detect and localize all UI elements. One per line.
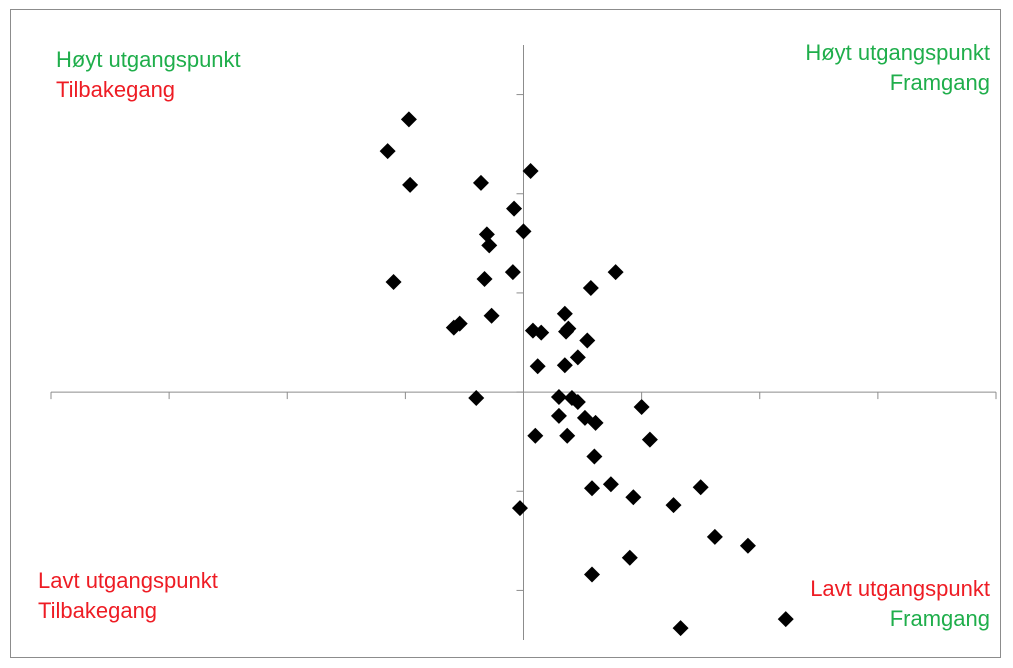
bottom-right-line1: Lavt utgangspunkt [810,576,990,601]
data-point [587,414,604,431]
quadrant-label-top-right: Høyt utgangspunkt Framgang [805,38,990,98]
data-point [533,324,550,341]
data-point [556,357,573,374]
data-point [400,111,417,128]
data-point [625,489,642,506]
data-point [584,480,601,497]
data-point [506,200,523,217]
data-point [584,566,601,583]
data-point [550,407,567,424]
quadrant-label-bottom-left: Lavt utgangspunkt Tilbakegang [38,566,218,626]
data-point [504,264,521,281]
data-point [379,143,396,160]
bottom-left-line2: Tilbakegang [38,598,158,623]
data-point [385,274,402,291]
data-point [777,611,794,628]
data-points [379,111,794,637]
data-point [569,394,586,410]
data-point [483,307,500,324]
top-left-line2: Tilbakegang [56,77,176,102]
data-point [582,279,599,296]
bottom-right-line2: Framgang [889,606,990,631]
data-point [692,479,709,496]
data-point [560,320,577,337]
data-point [527,427,544,444]
data-point [641,431,658,448]
quadrant-label-top-left: Høyt utgangspunkt Tilbakegang [56,45,241,105]
data-point [468,390,485,407]
top-right-line1: Høyt utgangspunkt [805,40,990,65]
quadrant-label-bottom-right: Lavt utgangspunkt Framgang [810,574,990,634]
data-point [586,448,603,465]
data-point [633,398,650,415]
scatter-plot [50,45,997,640]
data-point [402,176,419,193]
data-point [739,537,756,554]
data-point [559,427,576,444]
data-point [607,264,624,281]
data-point [445,319,462,336]
data-point [515,223,532,240]
data-point [529,358,546,375]
data-point [569,349,586,366]
top-left-line1: Høyt utgangspunkt [56,47,241,72]
data-point [579,332,596,349]
data-point [476,271,493,288]
data-point [621,549,638,566]
data-point [665,497,682,514]
data-point [706,528,723,545]
data-point [602,476,619,493]
data-point [511,500,528,517]
data-point [481,237,498,254]
bottom-left-line1: Lavt utgangspunkt [38,568,218,593]
data-point [672,620,689,637]
data-point [556,305,573,322]
data-point [550,389,567,406]
data-point [478,226,495,243]
data-point [522,162,539,179]
axes [50,45,997,640]
data-point [472,174,489,191]
chart-frame: Høyt utgangspunkt Tilbakegang Høyt utgan… [10,9,1001,658]
top-right-line2: Framgang [889,70,990,95]
